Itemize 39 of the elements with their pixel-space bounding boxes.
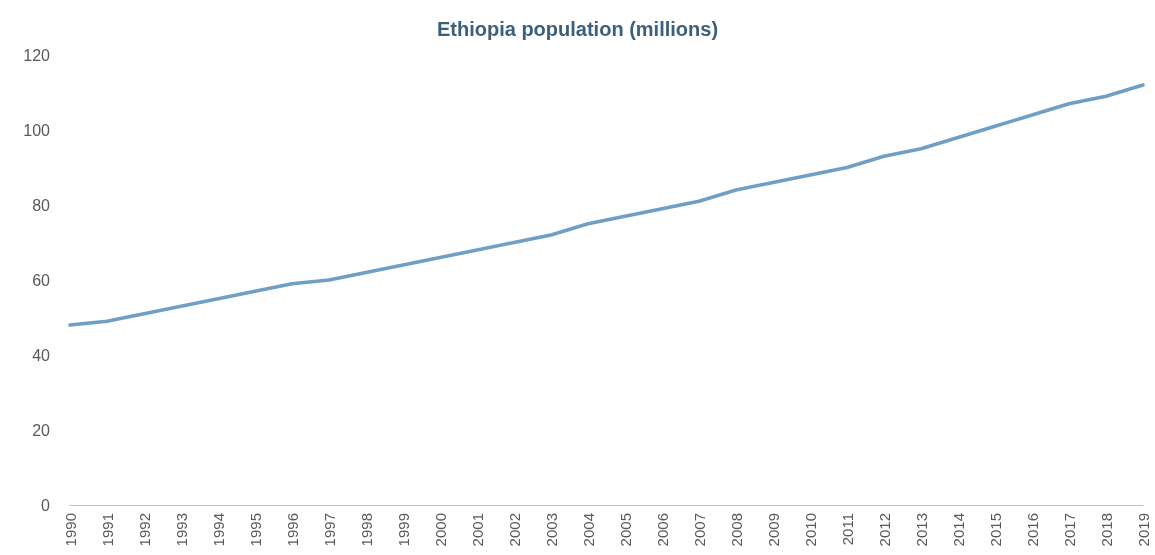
x-tick-label: 2008 [727, 513, 745, 547]
y-tick-label: 80 [32, 196, 51, 214]
x-tick-label: 2013 [912, 513, 930, 547]
x-tick-label: 2009 [764, 513, 782, 547]
x-tick-label: 1995 [246, 513, 264, 547]
x-tick-label: 2005 [616, 513, 634, 547]
x-tick-label: 1999 [394, 513, 412, 547]
x-tick-label: 2003 [542, 513, 560, 547]
x-tick-label: 1991 [98, 513, 116, 547]
x-tick-label: 2012 [875, 513, 893, 547]
x-tick-label: 2010 [801, 513, 819, 547]
x-tick-label: 2004 [579, 513, 597, 547]
y-tick-label: 100 [23, 121, 51, 139]
x-tick-label: 2019 [1134, 513, 1152, 547]
x-tick-label: 2000 [431, 513, 449, 547]
x-tick-label: 2007 [690, 513, 708, 547]
chart-title: Ethiopia population (millions) [436, 18, 719, 40]
x-tick-label: 2006 [653, 513, 671, 547]
x-tick-label: 2011 [838, 513, 856, 546]
y-tick-label: 60 [32, 271, 51, 289]
y-tick-label: 120 [23, 46, 51, 64]
x-tick-label: 1992 [135, 513, 153, 547]
y-tick-label: 0 [41, 496, 51, 514]
x-tick-label: 2018 [1097, 513, 1115, 547]
x-tick-label: 2001 [468, 513, 486, 547]
line-series [68, 83, 1145, 327]
x-tick-label: 1998 [357, 513, 375, 547]
x-tick-label: 1993 [172, 513, 190, 547]
x-tick-label: 2014 [949, 513, 967, 547]
x-tick-label: 1996 [283, 513, 301, 547]
x-tick-label: 1990 [61, 513, 79, 547]
x-tick-label: 1994 [209, 513, 227, 547]
x-tick-label: 2016 [1023, 513, 1041, 547]
x-tick-label: 1997 [320, 513, 338, 547]
x-tick-label: 2015 [986, 513, 1004, 547]
y-tick-label: 40 [32, 346, 51, 364]
x-tick-label: 2017 [1060, 513, 1078, 547]
x-tick-label: 2002 [505, 513, 523, 547]
y-tick-label: 20 [32, 421, 51, 439]
